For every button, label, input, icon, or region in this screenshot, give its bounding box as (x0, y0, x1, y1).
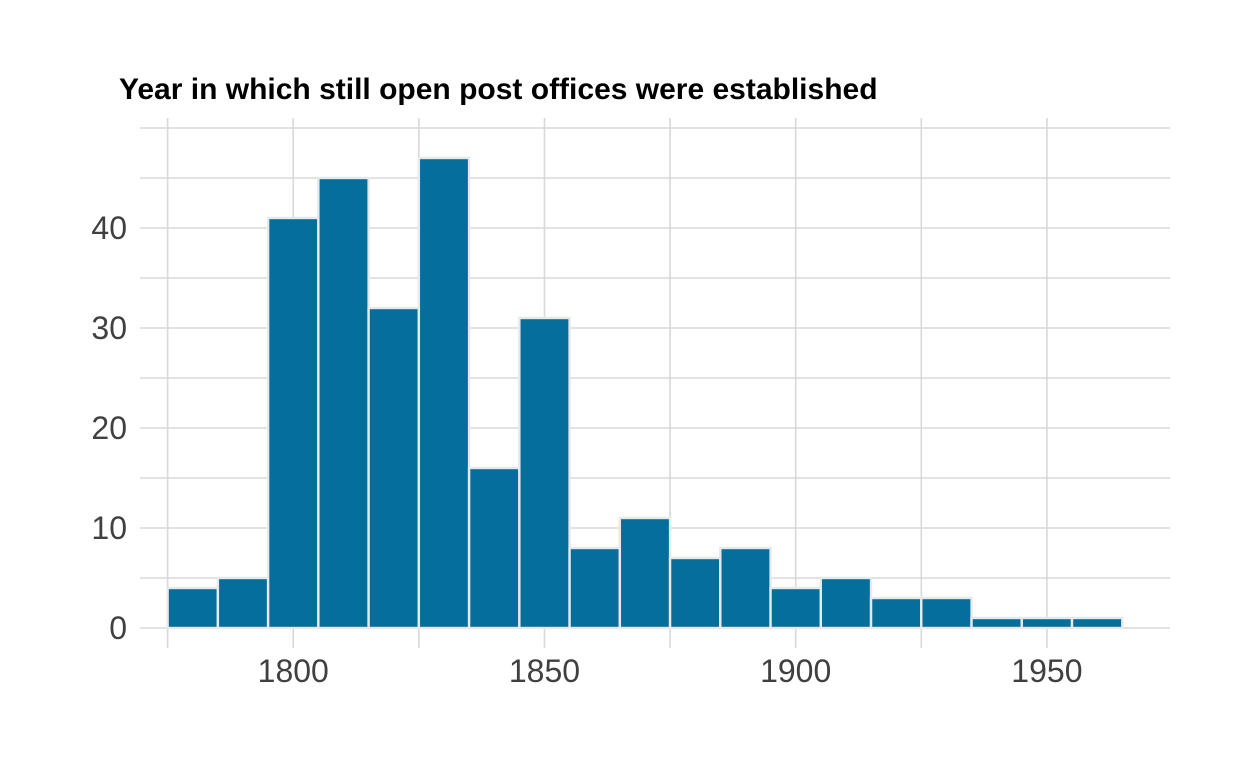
histogram-bar (367, 306, 421, 630)
chart-title: Year in which still open post offices we… (119, 73, 878, 106)
histogram-bar (719, 546, 772, 630)
x-tick-label: 1800 (258, 653, 329, 689)
histogram-bar (869, 596, 923, 630)
histogram-bar (920, 596, 973, 630)
histogram-bar (568, 546, 622, 630)
histogram-bar (266, 216, 320, 630)
histogram-bar (166, 586, 220, 630)
y-tick-label: 0 (109, 610, 127, 646)
histogram-bar (769, 586, 823, 630)
histogram-bar (1070, 616, 1124, 630)
x-tick-label: 1900 (760, 653, 831, 689)
histogram-bar (1020, 616, 1074, 630)
histogram-bar (467, 466, 521, 630)
x-tick-label: 1850 (509, 653, 580, 689)
x-tick-label: 1950 (1011, 653, 1082, 689)
histogram-bar (618, 516, 672, 630)
histogram-bar (668, 556, 722, 630)
y-tick-label: 10 (91, 510, 127, 546)
histogram-bar (417, 156, 471, 630)
histogram-bar (216, 576, 270, 630)
y-tick-label: 20 (91, 410, 127, 446)
y-tick-label: 40 (91, 210, 127, 246)
histogram-bar (970, 616, 1023, 630)
histogram-bar (518, 316, 571, 630)
y-tick-label: 30 (91, 310, 127, 346)
histogram-bar (819, 576, 873, 630)
histogram-bar (317, 176, 370, 630)
